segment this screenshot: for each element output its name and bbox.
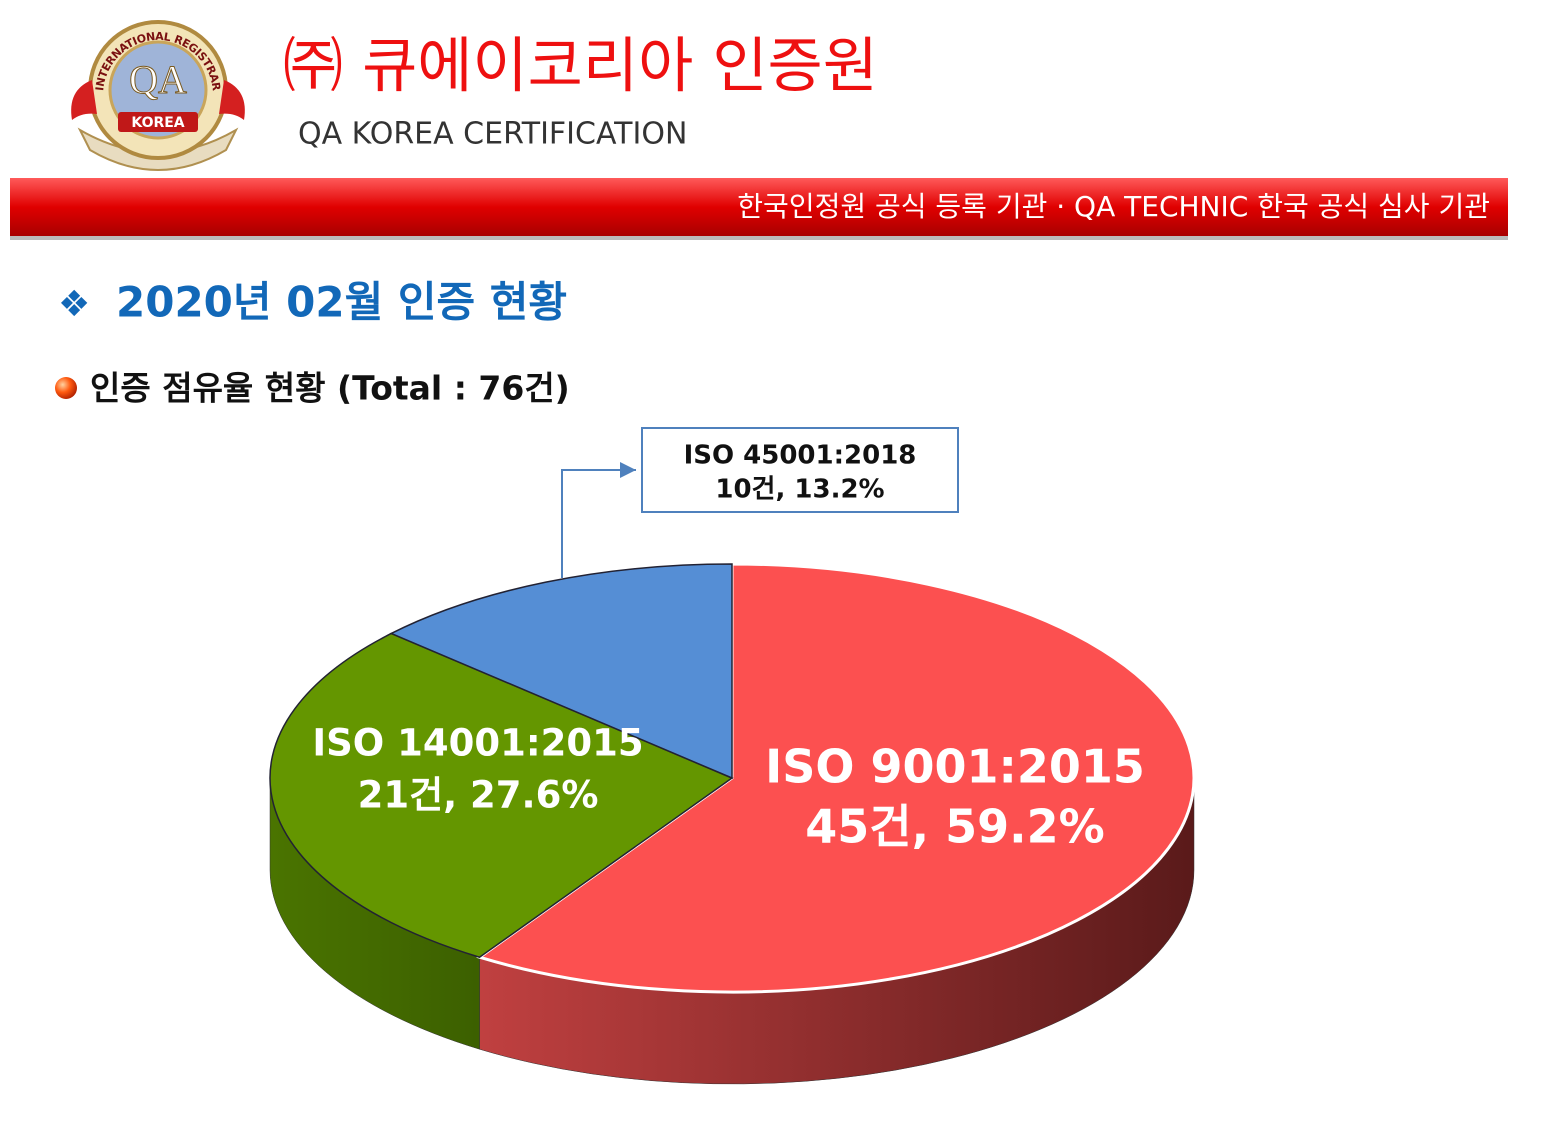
company-name: ㈜ 큐에이코리아 인증원 (283, 32, 878, 102)
banner-shadow (10, 236, 1508, 240)
callout (561, 427, 959, 578)
title-bullet (55, 377, 77, 399)
logo-korea: KOREA (131, 115, 184, 131)
section-title: 2020년 02월 인증 현황 (116, 278, 567, 327)
value-label: 10건, 13.2% (715, 475, 884, 505)
slice (269, 632, 734, 959)
slice-label: ISO 45001:2018 (684, 441, 917, 471)
value-label: 45건, 59.2% (805, 800, 1104, 854)
value-label: 21건, 27.6% (358, 774, 599, 817)
banner-text: 한국인정원 공식 등록 기관 · QA TECHNIC 한국 공식 심사 기관 (737, 190, 1490, 223)
banner (10, 178, 1508, 236)
logo-mark: QA (129, 57, 187, 102)
slice-label: ISO 9001:2015 (765, 740, 1145, 794)
slice (476, 562, 1196, 994)
slice (389, 563, 733, 780)
chart-title: 인증 점유율 현황 (Total : 76건) (90, 369, 570, 408)
pie-chart (269, 562, 1196, 1085)
section-bullet: ❖ (58, 284, 90, 325)
logo: INTERNATIONAL REGISTRAR QA KOREA (71, 20, 245, 171)
slice-label: ISO 14001:2015 (312, 722, 643, 765)
company-name-en: QA KOREA CERTIFICATION (298, 117, 687, 152)
